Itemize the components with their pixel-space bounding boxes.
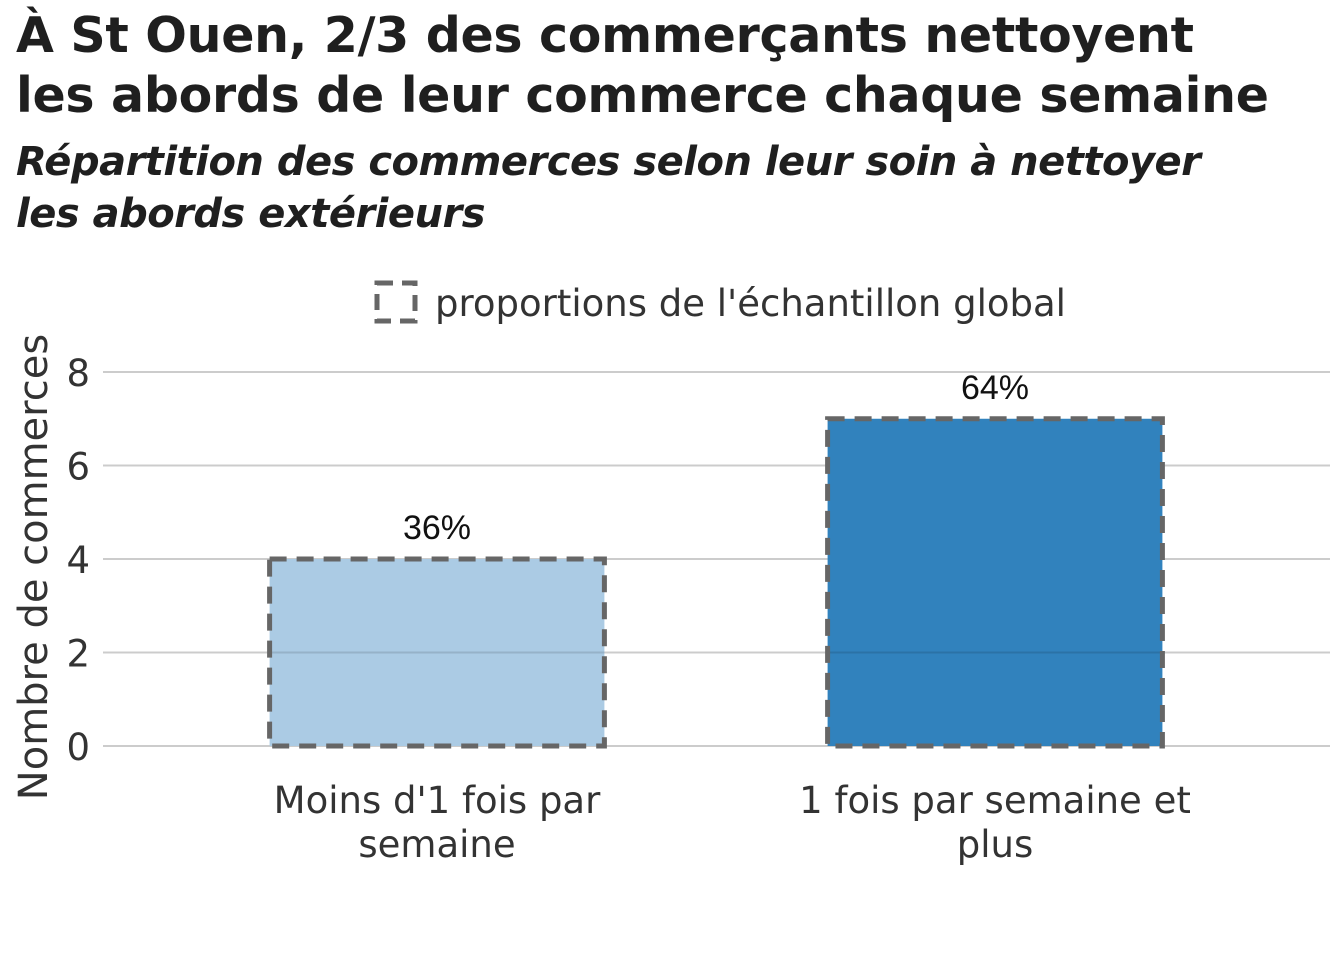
bar-value-label-1: 36% — [403, 509, 471, 547]
y-tick-label-0: 0 — [66, 726, 90, 769]
x-tick-label-2-line-1: 1 fois par semaine et — [799, 779, 1191, 822]
x-tick-label-1-line-1: Moins d'1 fois par — [274, 779, 601, 822]
legend-swatch-dashed-outline — [374, 280, 418, 324]
bars: 36% 64% — [267, 369, 1165, 749]
y-axis-label: Nombre de commerces — [11, 334, 57, 800]
bar-2 — [827, 418, 1163, 746]
y-tick-label-2: 2 — [66, 633, 90, 676]
chart-title-line-1: À St Ouen, 2/3 des commerçants nettoyent — [16, 7, 1194, 64]
chart-subtitle: Répartition des commerces selon leur soi… — [16, 136, 1201, 240]
y-tick-label-4: 4 — [66, 539, 90, 582]
y-tick-label-8: 8 — [66, 352, 90, 395]
chart-title-line-2: les abords de leur commerce chaque semai… — [16, 67, 1269, 124]
x-tick-label-1-line-2: semaine — [358, 823, 515, 866]
chart-subtitle-line-2: les abords extérieurs — [16, 191, 486, 237]
y-tick-label-6: 6 — [66, 446, 90, 489]
bar-outline-2 — [825, 416, 1165, 749]
bar-value-label-2: 64% — [961, 369, 1029, 407]
chart-title: À St Ouen, 2/3 des commerçants nettoyent… — [16, 6, 1269, 126]
bar-outline-1 — [267, 556, 607, 749]
legend-label: proportions de l'échantillon global — [435, 282, 1066, 325]
y-axis-ticks: 0 2 4 6 8 — [66, 352, 90, 769]
chart-subtitle-line-1: Répartition des commerces selon leur soi… — [16, 139, 1201, 185]
bar-1 — [269, 559, 605, 746]
x-tick-label-2-line-2: plus — [957, 823, 1034, 866]
legend: proportions de l'échantillon global — [374, 280, 1066, 325]
